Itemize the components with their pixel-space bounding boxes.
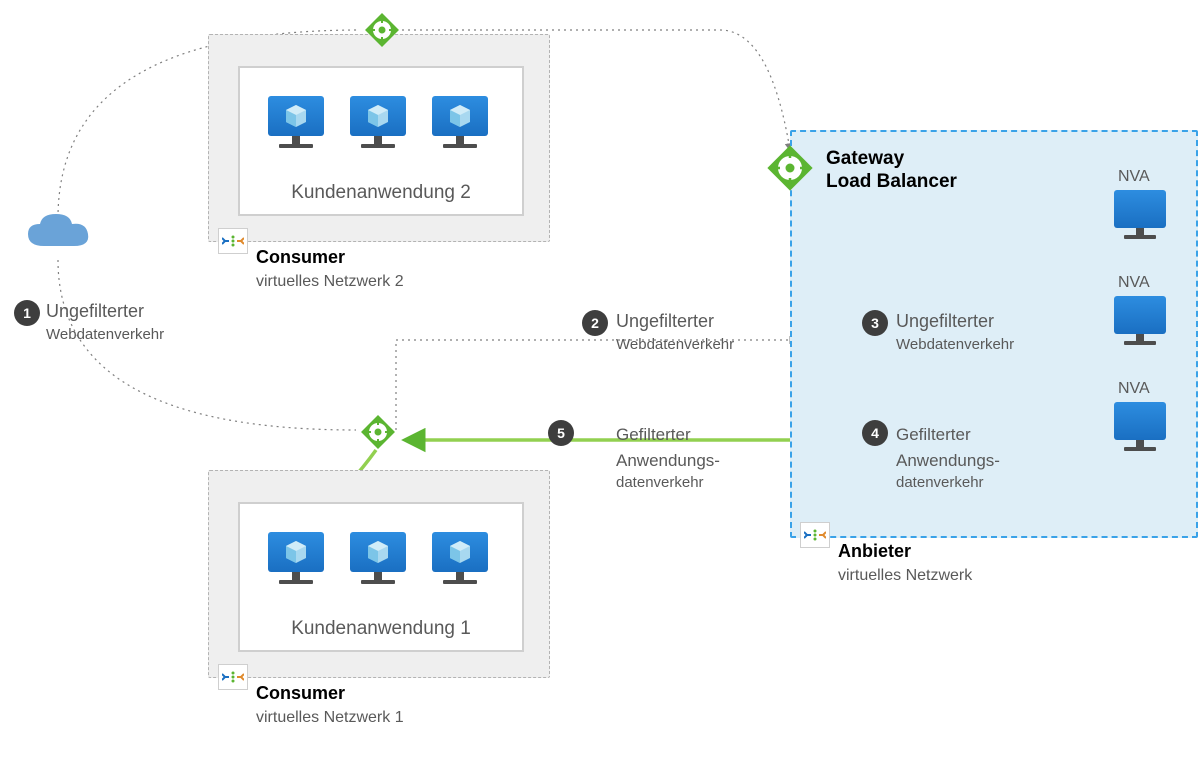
internet-cloud-icon [24, 210, 94, 261]
gateway-load-balancer-icon [762, 140, 818, 201]
nva-icon [1114, 190, 1166, 239]
step-4-line3: datenverkehr [896, 474, 984, 493]
step-4-line1: Gefilterter [896, 424, 971, 445]
nva-label: NVA [1118, 168, 1150, 186]
step-5-badge: 5 [548, 420, 574, 446]
consumer1-label: Consumer [256, 682, 345, 705]
vm-icon [350, 96, 406, 148]
glb-title: Gateway Load Balancer [826, 148, 957, 194]
step-3-line2: Webdatenverkehr [896, 336, 1014, 355]
consumer1-sublabel: virtuelles Netzwerk 1 [256, 708, 404, 728]
vnet-icon [218, 228, 248, 254]
step-3-line1: Ungefilterter [896, 310, 994, 333]
step-2-badge: 2 [582, 310, 608, 336]
step-1-line1: Ungefilterter [46, 300, 144, 323]
glb-line2: Load Balancer [826, 171, 957, 192]
step-3-badge: 3 [862, 310, 888, 336]
provider-sublabel: virtuelles Netzwerk [838, 566, 972, 586]
step-4-badge: 4 [862, 420, 888, 446]
step-5-line1: Gefilterter [616, 424, 691, 445]
vnet-icon [218, 664, 248, 690]
vm-icon [268, 532, 324, 584]
consumer2-label: Consumer [256, 246, 345, 269]
app2-title: Kundenanwendung 2 [240, 182, 522, 204]
step-5-line2: Anwendungs- [616, 450, 720, 471]
vm-icon [350, 532, 406, 584]
app1-title: Kundenanwendung 1 [240, 618, 522, 640]
vm-icon [432, 532, 488, 584]
step-4-line2: Anwendungs- [896, 450, 1000, 471]
nva-icon [1114, 296, 1166, 345]
step-2-line2: Webdatenverkehr [616, 336, 734, 355]
load-balancer-icon [356, 410, 400, 459]
step-2-line1: Ungefilterter [616, 310, 714, 333]
nva-label: NVA [1118, 380, 1150, 398]
provider-label: Anbieter [838, 540, 911, 563]
nva-label: NVA [1118, 274, 1150, 292]
consumer2-sublabel: virtuelles Netzwerk 2 [256, 272, 404, 292]
nva-icon [1114, 402, 1166, 451]
load-balancer-icon [360, 8, 404, 57]
vm-icon [268, 96, 324, 148]
glb-line1: Gateway [826, 148, 904, 169]
vnet-icon [800, 522, 830, 548]
step-5-line3: datenverkehr [616, 474, 704, 493]
step-1-line2: Webdatenverkehr [46, 326, 164, 345]
vm-icon [432, 96, 488, 148]
step-1-badge: 1 [14, 300, 40, 326]
